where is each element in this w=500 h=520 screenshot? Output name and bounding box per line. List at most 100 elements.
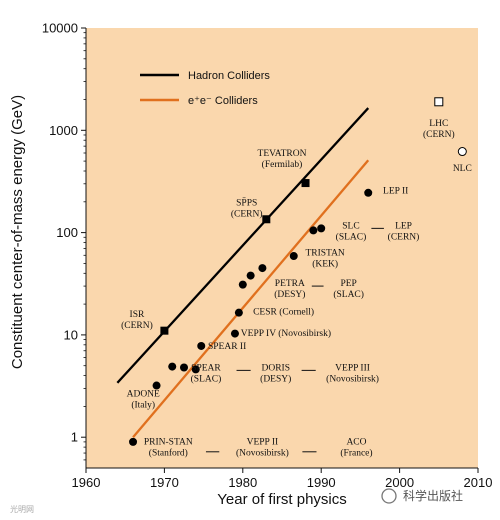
x-tick-label: 1990 [307, 475, 336, 490]
annotation-line: ACO [346, 437, 366, 447]
y-tick-label: 10000 [42, 21, 78, 36]
annotation-label: SPEAR II [208, 342, 246, 352]
annotation-line: VEPP IV (Novosibirsk) [241, 328, 331, 339]
annotation-line: (Fermilab) [262, 159, 303, 170]
annotation-label: VEPP III (Novosibirsk) [326, 363, 379, 384]
x-tick-label: 2010 [464, 475, 493, 490]
annotation-label: TRISTAN (KEK) [305, 248, 344, 269]
data-point-circle [309, 226, 318, 235]
annotation-line: SP̄PS [236, 197, 257, 209]
y-tick-label: 10 [64, 327, 78, 342]
annotation-line: (Stanford) [149, 447, 188, 458]
x-tick-label: 1960 [72, 475, 101, 490]
data-point-circle [246, 271, 255, 280]
data-point-circle [168, 362, 177, 371]
annotation-line: (SLAC) [191, 373, 222, 384]
data-point-circle [152, 381, 161, 390]
annotation-label: SLC (SLAC) [336, 221, 367, 242]
data-point-circle [258, 264, 267, 273]
legend-label: Hadron Colliders [188, 70, 270, 82]
legend-label: e⁺e⁻ Colliders [188, 95, 258, 107]
x-tick-label: 1970 [150, 475, 179, 490]
data-point-circle [230, 329, 239, 338]
watermark-small-text: 光明网 [10, 504, 34, 514]
annotation-line: (SLAC) [336, 231, 367, 242]
annotation-line: TEVATRON [258, 149, 307, 159]
x-tick-label: 2000 [385, 475, 414, 490]
annotation-line: (CERN) [121, 320, 153, 331]
annotation-line: PRIN-STAN [144, 437, 193, 447]
x-tick-label: 1980 [228, 475, 257, 490]
data-point-circle [238, 280, 247, 289]
annotation-line: (Italy) [131, 399, 155, 410]
annotation-line: VEPP II [247, 437, 279, 447]
data-point-circle [129, 437, 138, 446]
annotation-label: ISR (CERN) [121, 310, 153, 331]
annotation-label: LHC (CERN) [423, 119, 455, 140]
series-line-ee [132, 159, 370, 438]
plot-area [86, 28, 478, 468]
series-line-hadron [116, 107, 370, 384]
annotation-label: ADONE (Italy) [127, 389, 160, 410]
annotation-line: LEP II [383, 187, 408, 197]
y-tick-label: 1 [71, 430, 78, 445]
annotation-label: ACO (France) [340, 437, 372, 458]
watermark-text: 科学出版社 [403, 488, 463, 503]
data-point-open-circle [457, 147, 467, 157]
annotation-line: ADONE [127, 389, 160, 399]
annotation-line: VEPP III [335, 363, 370, 373]
annotation-line: (SLAC) [333, 289, 364, 300]
annotation-line: (CERN) [231, 208, 263, 219]
annotation-line: ISR [130, 310, 145, 320]
y-tick-label: 100 [56, 225, 78, 240]
annotation-line: LHC [429, 119, 448, 129]
annotation-line: (CERN) [423, 129, 455, 140]
data-point-square [160, 326, 169, 335]
data-point-circle [191, 365, 200, 374]
annotation-line: DORIS [261, 363, 290, 373]
annotation-label: LEP II [383, 187, 408, 197]
annotation-line: (Novosibirsk) [326, 373, 379, 384]
annotation-label: TEVATRON (Fermilab) [258, 149, 307, 170]
annotation-label: CESR (Cornell) [253, 307, 314, 318]
data-point-circle [364, 188, 373, 197]
annotation-label: PRIN-STAN (Stanford) [144, 437, 193, 458]
annotation-line: (KEK) [312, 258, 338, 269]
data-point-square [262, 215, 271, 224]
y-tick-label: 1000 [49, 123, 78, 138]
annotation-label: VEPP IV (Novosibirsk) [241, 328, 331, 339]
annotation-line: (France) [340, 447, 372, 458]
annotation-line: (CERN) [388, 231, 420, 242]
annotation-label: PEP (SLAC) [333, 279, 364, 300]
data-point-circle [180, 363, 188, 372]
data-point-circle [289, 252, 298, 261]
data-point-open-square [434, 97, 444, 107]
annotation-label: NLC [453, 164, 472, 174]
annotation-label: PETRA (DESY) [274, 279, 305, 300]
data-point-circle [317, 224, 326, 233]
annotation-line: (DESY) [260, 373, 291, 384]
annotation-line: SLC [342, 221, 359, 231]
annotation-line: TRISTAN [305, 248, 344, 258]
annotation-line: SPEAR II [208, 342, 246, 352]
watermark: 科学出版社 光明网 [10, 488, 463, 514]
annotation-line: SPEAR [191, 363, 221, 373]
annotation-label: SPEAR (SLAC) [191, 363, 222, 384]
data-point-circle [234, 308, 243, 317]
annotation-label: DORIS (DESY) [260, 363, 291, 384]
annotation-label: LEP (CERN) [388, 221, 420, 242]
data-point-square [301, 179, 310, 188]
y-axis-label: Constituent center-of-mass energy (GeV) [9, 95, 26, 369]
annotation-line: (Novosibirsk) [236, 447, 289, 458]
annotation-label: SP̄PS (CERN) [231, 197, 263, 220]
annotation-line: NLC [453, 164, 472, 174]
annotation-line: LEP [395, 221, 412, 231]
watermark-logo-icon [381, 488, 397, 504]
annotation-line: PETRA [275, 279, 305, 289]
x-axis-label: Year of first physics [217, 491, 347, 508]
annotation-line: (DESY) [274, 289, 305, 300]
annotation-line: PEP [340, 279, 356, 289]
annotation-label: VEPP II (Novosibirsk) [236, 437, 289, 458]
legend: Hadron Colliders e⁺e⁻ Colliders [140, 70, 270, 107]
